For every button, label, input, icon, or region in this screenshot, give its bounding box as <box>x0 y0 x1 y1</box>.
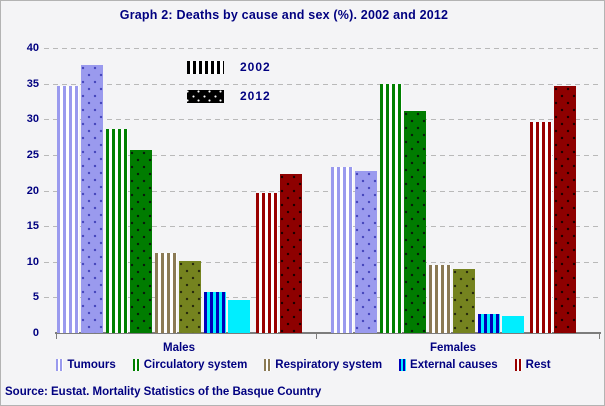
legend-label-rest: Rest <box>525 359 551 371</box>
bar-males-rest-2002 <box>256 193 278 333</box>
bar-females-circulatory-system-2002 <box>380 84 402 333</box>
gridline-25 <box>44 154 600 156</box>
y-axis-label-30: 30 <box>26 113 39 126</box>
year-legend-label-2002: 2002 <box>240 60 271 74</box>
bar-females-external-causes-2002 <box>478 314 500 333</box>
bar-females-respiratory-system-2002 <box>429 265 451 333</box>
bar-females-rest-2002 <box>530 122 552 333</box>
group-label-males: Males <box>163 342 195 354</box>
year-legend-swatch-2012 <box>187 89 224 103</box>
year-legend-swatch-2002 <box>187 60 224 74</box>
gridline-40 <box>44 48 600 49</box>
gridline-15 <box>44 226 600 228</box>
legend-label-tumours: Tumours <box>67 359 116 371</box>
bar-males-circulatory-system-2012 <box>130 150 152 333</box>
y-axis-label-15: 15 <box>26 220 39 233</box>
legend-swatch-rest <box>514 359 522 371</box>
x-axis-line <box>55 332 601 334</box>
legend-item-circulatory-system: Circulatory system <box>132 359 248 371</box>
group-label-females: Females <box>429 342 477 354</box>
bar-females-circulatory-system-2012 <box>404 111 426 333</box>
bar-females-respiratory-system-2012 <box>453 269 475 333</box>
y-axis-label-0: 0 <box>32 327 39 339</box>
legend-item-respiratory-system: Respiratory system <box>264 359 382 371</box>
legend-item-external-causes: External causes <box>399 359 498 371</box>
bar-females-rest-2012 <box>554 86 576 333</box>
bar-males-circulatory-system-2002 <box>106 129 128 333</box>
x-axis-tick-2 <box>599 333 600 339</box>
legend-item-tumours: Tumours <box>56 359 116 371</box>
y-axis-label-40: 40 <box>26 42 39 54</box>
bar-males-tumours-2002 <box>57 86 79 333</box>
bar-males-respiratory-system-2012 <box>179 261 201 333</box>
x-axis-tick-1 <box>316 333 317 339</box>
y-axis-label-35: 35 <box>26 77 39 90</box>
bar-females-tumours-2002 <box>331 167 353 333</box>
source-note: Source: Eustat. Mortality Statistics of … <box>5 386 322 398</box>
legend-label-respiratory-system: Respiratory system <box>275 359 383 371</box>
legend-swatch-respiratory-system <box>264 359 272 371</box>
x-axis-tick-0 <box>56 333 57 339</box>
category-legend: Tumours Circulatory system Respiratory sys… <box>1 359 604 371</box>
legend-label-circulatory-system: Circulatory system <box>143 359 248 371</box>
gridline-35 <box>44 83 600 85</box>
y-axis-label-25: 25 <box>26 148 39 161</box>
legend-label-external-causes: External causes <box>410 359 498 371</box>
y-axis-label-20: 20 <box>26 184 39 197</box>
year-legend-item-2012: 2012 <box>187 89 271 103</box>
year-legend-label-2012: 2012 <box>240 89 271 103</box>
y-axis-label-5: 5 <box>32 291 39 304</box>
bar-males-rest-2012 <box>280 174 302 333</box>
bar-females-external-causes-2012 <box>502 316 524 333</box>
gridline-20 <box>44 190 600 192</box>
bar-males-respiratory-system-2002 <box>155 253 177 333</box>
legend-swatch-circulatory-system <box>132 359 140 371</box>
year-legend-item-2002: 2002 <box>187 60 271 74</box>
bar-males-external-causes-2002 <box>204 292 226 333</box>
gridline-10 <box>44 261 600 263</box>
chart-title: Graph 2: Deaths by cause and sex (%). 20… <box>119 8 449 22</box>
bar-females-tumours-2012 <box>355 171 377 333</box>
y-axis-label-10: 10 <box>26 255 39 268</box>
bar-males-external-causes-2012 <box>228 300 250 333</box>
gridline-30 <box>44 119 600 121</box>
year-legend: 2002 2012 <box>187 60 271 118</box>
legend-item-rest: Rest <box>514 359 551 371</box>
legend-swatch-tumours <box>56 359 64 371</box>
legend-swatch-external-causes <box>399 359 407 371</box>
gridline-5 <box>44 297 600 299</box>
bar-males-tumours-2012 <box>81 65 103 333</box>
